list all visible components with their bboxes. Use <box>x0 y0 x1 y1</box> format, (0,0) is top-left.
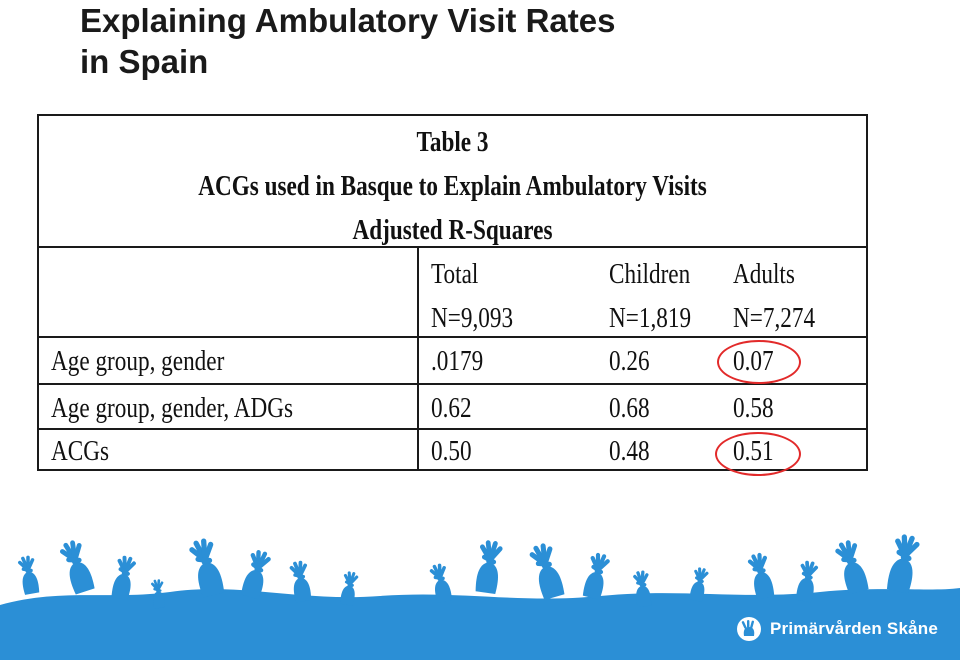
header-divider <box>39 336 866 338</box>
cell-children: 0.68 <box>609 392 650 424</box>
column-header-children: Children <box>609 258 691 290</box>
cell-total: 0.62 <box>431 392 472 424</box>
row-divider <box>39 428 866 430</box>
slide-title-line-1: Explaining Ambulatory Visit Rates <box>80 2 616 39</box>
highlight-circle <box>715 432 801 476</box>
row-label: ACGs <box>51 435 110 467</box>
table-title: ACGs used in Basque to Explain Ambulator… <box>198 170 707 202</box>
cell-adults: 0.58 <box>733 392 774 424</box>
organization-logo: Primärvården Skåne <box>736 612 938 646</box>
column-n-total: N=9,093 <box>431 302 514 334</box>
column-divider <box>417 246 419 469</box>
column-n-children: N=1,819 <box>609 302 692 334</box>
decorative-hands-band <box>0 531 960 660</box>
highlight-circle <box>717 340 801 384</box>
row-label: Age group, gender <box>51 345 225 377</box>
cell-children: 0.48 <box>609 435 650 467</box>
slide-title: Explaining Ambulatory Visit Rates in Spa… <box>80 0 615 82</box>
organization-name: Primärvården Skåne <box>770 619 939 638</box>
cell-children: 0.26 <box>609 345 650 377</box>
column-header-adults: Adults <box>733 258 795 290</box>
column-n-adults: N=7,274 <box>733 302 816 334</box>
hand-logo-icon <box>737 617 761 641</box>
slide-title-line-2: in Spain <box>80 43 209 80</box>
table-number: Table 3 <box>416 126 489 158</box>
results-table: Table 3 ACGs used in Basque to Explain A… <box>37 114 868 476</box>
column-header-total: Total <box>431 258 479 290</box>
table-subtitle: Adjusted R-Squares <box>352 214 553 246</box>
row-label: Age group, gender, ADGs <box>51 392 293 424</box>
table-caption: Table 3 ACGs used in Basque to Explain A… <box>39 116 866 248</box>
row-divider <box>39 383 866 385</box>
cell-total: 0.50 <box>431 435 472 467</box>
cell-total: .0179 <box>431 345 484 377</box>
